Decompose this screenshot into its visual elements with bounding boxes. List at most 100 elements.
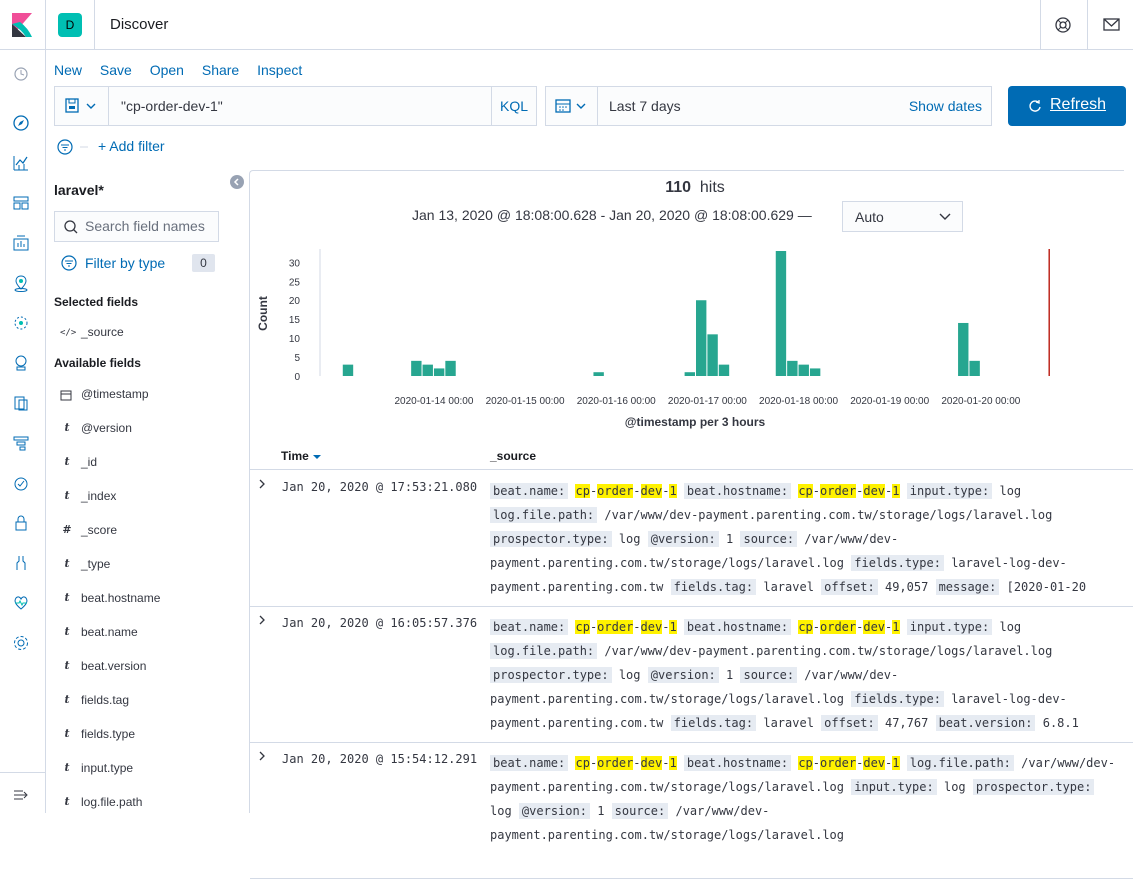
kql-toggle[interactable]: KQL — [491, 87, 536, 125]
siem-lock-icon[interactable] — [11, 513, 31, 533]
interval-select[interactable]: Auto — [842, 201, 963, 232]
refresh-label: Refresh — [1050, 96, 1107, 113]
field-name: beat.version — [81, 659, 147, 673]
source-field-value: 1 — [726, 532, 734, 546]
quick-menu-button[interactable] — [546, 87, 598, 125]
source-field-key: prospector.type: — [490, 531, 612, 547]
mail-icon — [1103, 18, 1120, 31]
field-name: fields.tag — [81, 693, 130, 707]
search-highlight: dev — [863, 620, 886, 634]
refresh-button[interactable]: Refresh — [1008, 86, 1126, 126]
date-range-label[interactable]: Last 7 days — [609, 98, 681, 114]
share-button[interactable]: Share — [201, 62, 240, 78]
apm-icon[interactable] — [11, 433, 31, 453]
open-button[interactable]: Open — [149, 62, 184, 78]
calendar-icon — [555, 99, 586, 113]
search-highlight: order — [597, 756, 634, 770]
histogram-bar — [445, 360, 456, 376]
histogram-bar — [787, 360, 798, 376]
source-field-value: - — [662, 620, 670, 634]
search-highlight: dev — [640, 756, 663, 770]
top-header: D Discover — [0, 0, 1133, 50]
search-highlight: cp — [798, 756, 813, 770]
x-tick-label: 2020-01-19 00:00 — [850, 396, 929, 407]
source-field-value: laravel — [763, 716, 814, 730]
y-tick-label: 10 — [289, 334, 301, 345]
source-field-value: /var/www/dev-payment.parenting.com.tw/st… — [604, 508, 1053, 522]
chevron-left-icon — [233, 178, 239, 186]
histogram-bar — [433, 368, 445, 376]
selected-fields-title: Selected fields — [54, 295, 139, 309]
management-gear-icon[interactable] — [11, 633, 31, 653]
source-field-key: fields.tag: — [670, 715, 757, 731]
ml-icon[interactable] — [11, 313, 31, 333]
infrastructure-icon[interactable] — [11, 353, 31, 373]
source-field-key: @version: — [647, 667, 719, 683]
source-field-key: log.file.path: — [490, 643, 598, 659]
field-search — [54, 211, 219, 242]
field-name: _index — [81, 489, 117, 503]
canvas-icon[interactable] — [11, 233, 31, 253]
query-input[interactable]: "cp-order-dev-1" — [121, 98, 223, 114]
dashboard-icon[interactable] — [11, 193, 31, 213]
source-field-key: log.file.path: — [906, 755, 1014, 771]
field-type-icon: t — [64, 727, 70, 740]
maps-icon[interactable] — [11, 273, 31, 293]
source-field-value: laravel — [763, 580, 814, 594]
expand-row-icon[interactable] — [258, 479, 266, 489]
newsfeed-button[interactable] — [1087, 0, 1133, 50]
help-button[interactable] — [1040, 0, 1086, 50]
inspect-button[interactable]: Inspect — [257, 62, 303, 78]
time-column-header[interactable]: Time — [281, 449, 309, 463]
expand-row-icon[interactable] — [258, 751, 266, 761]
field-search-input[interactable] — [85, 218, 215, 234]
discover-compass-icon[interactable] — [11, 113, 31, 133]
field-name: @timestamp — [81, 387, 149, 401]
uptime-icon[interactable] — [11, 473, 31, 493]
field-name: fields.type — [81, 727, 136, 741]
doc-table-row: Jan 20, 2020 @ 16:05:57.376 beat.name: cp… — [250, 607, 1133, 743]
stack-monitoring-icon[interactable] — [11, 593, 31, 613]
logs-icon[interactable] — [11, 393, 31, 413]
collapse-nav-icon[interactable] — [11, 785, 31, 805]
y-axis-label: Count — [256, 296, 270, 331]
field-name: beat.name — [81, 625, 138, 639]
visualize-icon[interactable] — [11, 153, 31, 173]
x-axis-label: @timestamp per 3 hours — [625, 415, 766, 429]
show-dates-link[interactable]: Show dates — [908, 98, 982, 114]
doc-table-row: Jan 20, 2020 @ 17:53:21.080 beat.name: cp… — [250, 471, 1133, 607]
source-field-key: fields.tag: — [670, 579, 757, 595]
source-field-value: log — [943, 780, 966, 794]
index-pattern-title[interactable]: laravel* — [54, 182, 104, 198]
histogram-bar — [775, 251, 787, 376]
histogram-bar — [958, 322, 969, 376]
histogram-chart: 0 5 10 15 20 25 30 Count 2020-01-14 00:00 2020-01… — [256, 249, 1050, 429]
kibana-logo-icon — [12, 13, 32, 37]
field-type-icon: t — [64, 625, 70, 638]
field-sidebar: laravel* Filter by type 0 Selected field… — [46, 170, 248, 813]
field-type-icon: t — [64, 795, 70, 808]
add-filter-button[interactable]: + Add filter — [98, 138, 165, 154]
new-button[interactable]: New — [54, 62, 83, 78]
collapse-sidebar-button[interactable] — [230, 175, 244, 189]
histogram-bar — [342, 364, 354, 376]
source-field-key: @version: — [518, 803, 590, 819]
filter-options-icon[interactable] — [56, 137, 92, 157]
dev-tools-icon[interactable] — [11, 553, 31, 573]
space-avatar[interactable]: D — [58, 13, 82, 37]
x-tick-label: 2020-01-17 00:00 — [668, 396, 747, 407]
interval-value: Auto — [855, 209, 884, 225]
source-field-value: - — [812, 620, 820, 634]
filter-by-type-button[interactable]: Filter by type — [60, 254, 165, 272]
kibana-logo[interactable] — [0, 0, 46, 50]
field-type-icon: t — [64, 761, 70, 774]
save-button[interactable]: Save — [99, 62, 132, 78]
source-field-key: beat.name: — [490, 619, 569, 635]
search-highlight: cp — [575, 620, 590, 634]
saved-query-button[interactable] — [55, 87, 109, 125]
recent-icon[interactable] — [11, 64, 31, 84]
histogram-bar — [798, 364, 809, 376]
source-field-value: 1 — [597, 804, 605, 818]
sort-down-icon[interactable] — [313, 453, 321, 461]
expand-row-icon[interactable] — [258, 615, 266, 625]
